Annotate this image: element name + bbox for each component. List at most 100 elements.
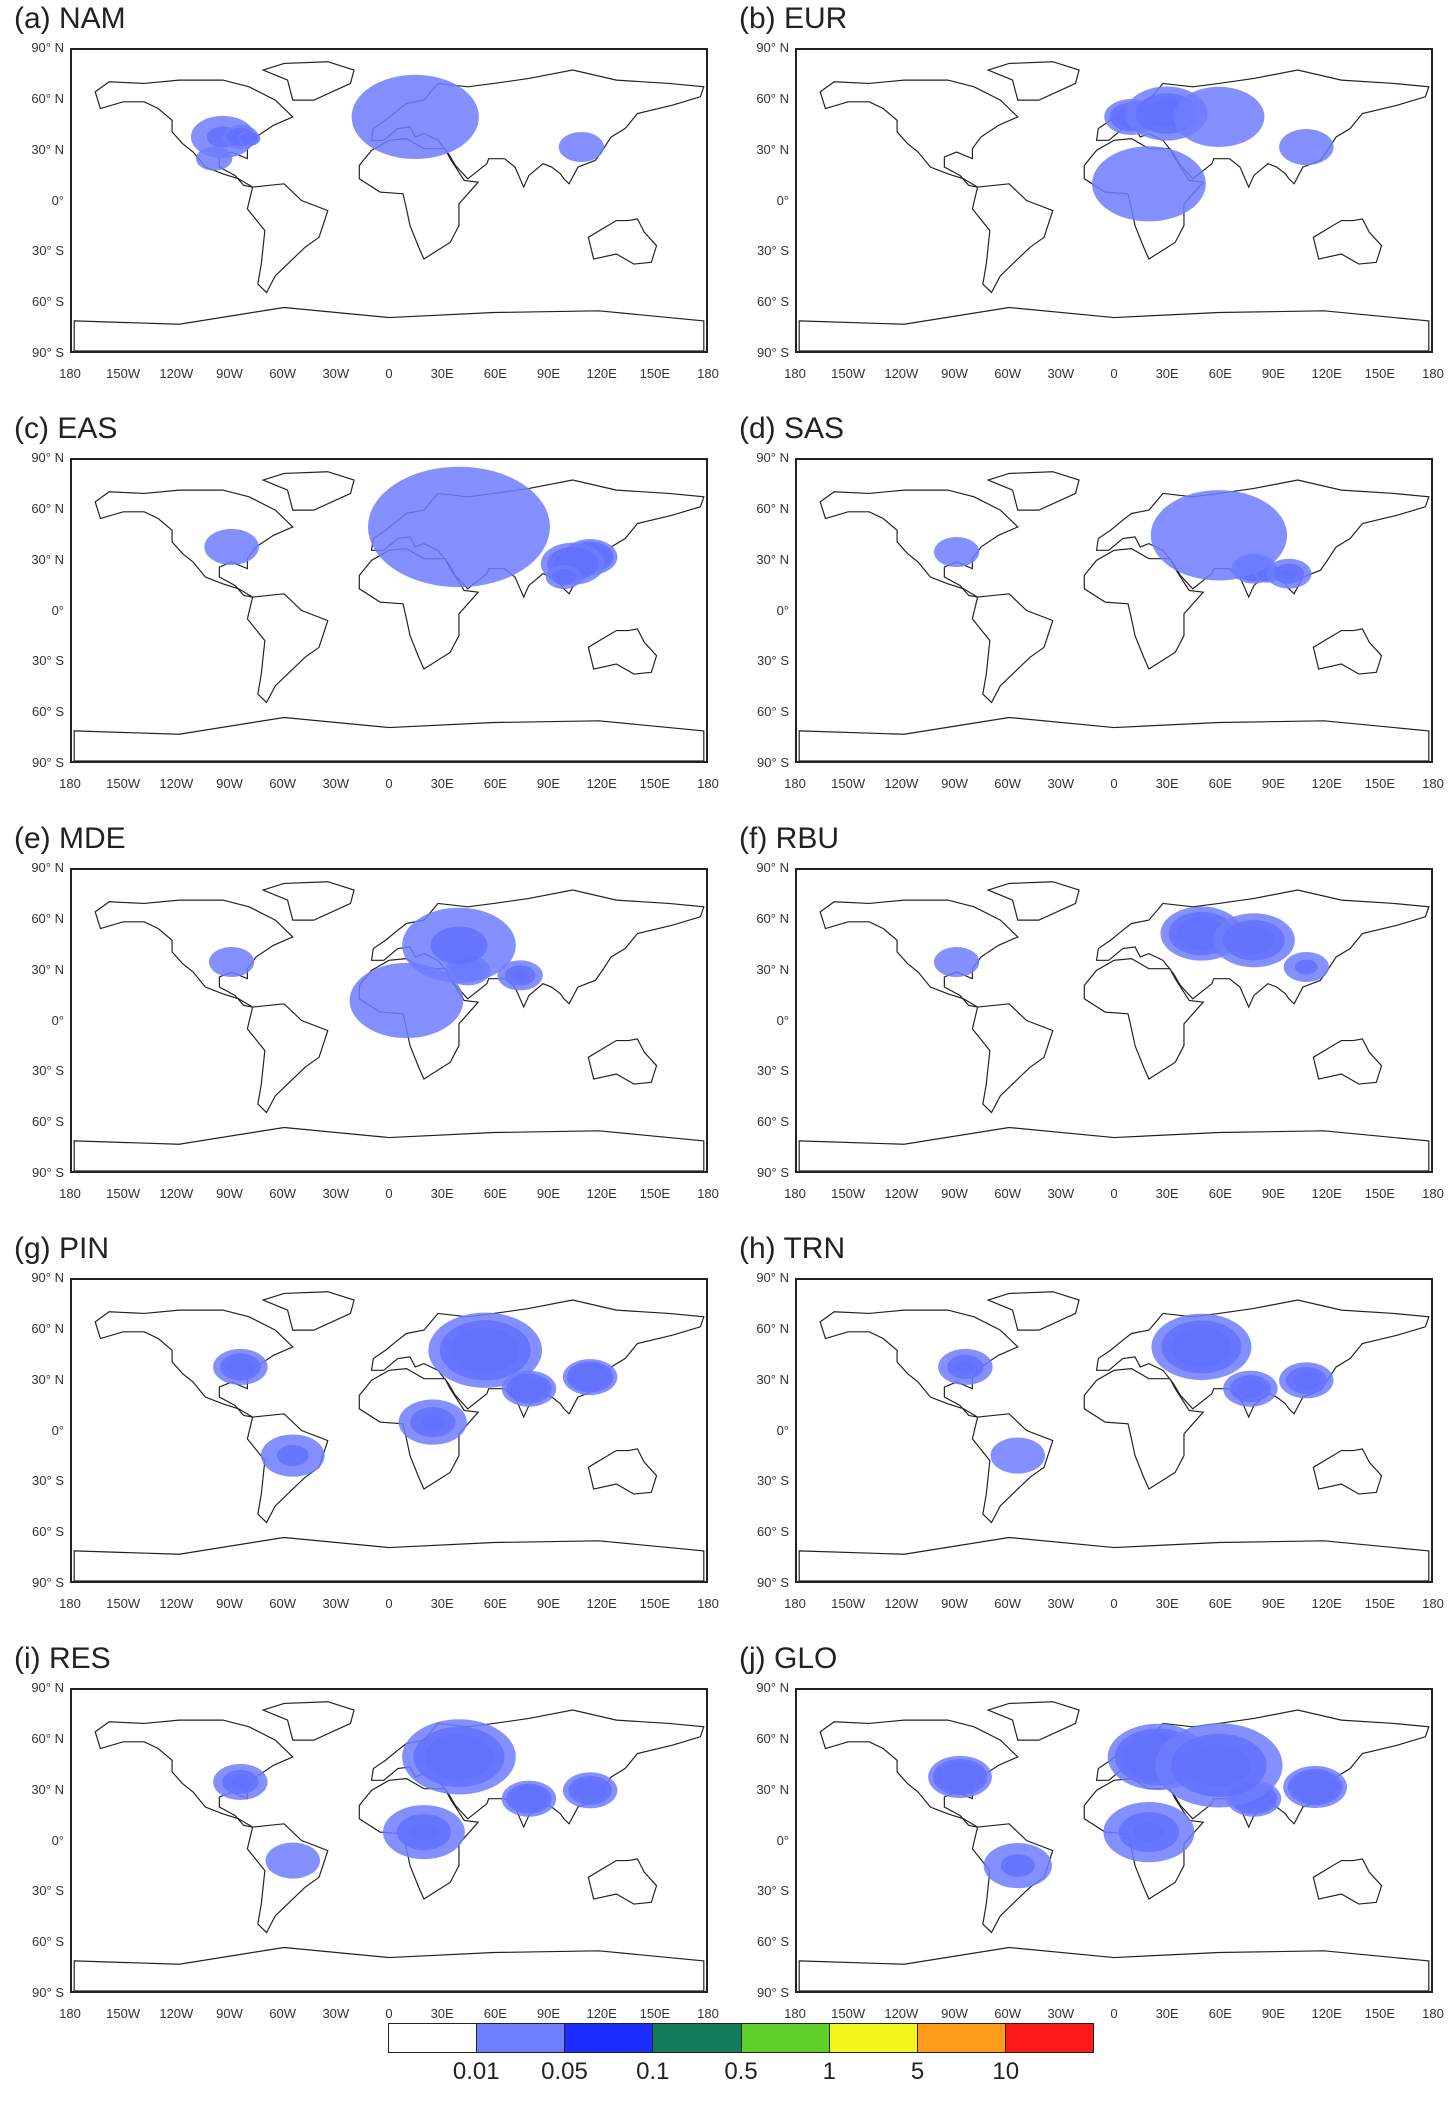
lon-tick-label: 180	[59, 776, 81, 791]
lon-tick-label: 180	[1422, 1596, 1444, 1611]
emission-hotspot-3	[349, 962, 464, 1039]
coastline-2	[246, 1003, 329, 1114]
lon-tick-label: 150E	[639, 776, 671, 791]
lat-tick-label: 60° N	[756, 500, 789, 516]
colorbar-tick-label: 0.05	[541, 2058, 588, 2085]
lat-tick-label: 90° S	[757, 1575, 789, 1590]
coastline-5	[587, 1448, 658, 1495]
emission-hotspot-2	[545, 565, 583, 590]
map-frame	[70, 1688, 708, 1993]
lon-tick-label: 0	[385, 1186, 393, 1201]
lat-tick-label: 30° N	[31, 1371, 64, 1387]
map-panel-trn: (h) TRN 90° N 60° N 30° N 0° 30° S 60° S 90° S 1…	[733, 1230, 1444, 1635]
lon-tick-label: 120W	[159, 1596, 194, 1611]
coastline-5	[1312, 1858, 1383, 1905]
coastline-0	[819, 79, 1019, 188]
coastline-1	[986, 881, 1080, 921]
lat-tick-label: 60° N	[756, 1320, 789, 1336]
coastline-5	[1312, 628, 1383, 675]
emission-hotspot-3	[562, 1358, 618, 1396]
coastline-0	[819, 489, 1019, 598]
lon-tick-label: 30W	[322, 1186, 350, 1201]
coastline-4	[1083, 958, 1205, 1080]
lat-tick-label: 30° S	[32, 1883, 64, 1899]
emission-hotspot-4	[204, 528, 259, 566]
lon-tick-label: 90E	[1261, 1596, 1286, 1611]
lat-tick-label: 0°	[51, 192, 64, 208]
lon-tick-label: 120W	[159, 366, 194, 381]
lon-tick-label: 90W	[941, 1186, 968, 1201]
lon-tick-label: 90W	[216, 776, 243, 791]
lon-tick-label: 120E	[586, 776, 617, 791]
lon-tick-label: 90E	[536, 366, 561, 381]
lon-tick-label: 90E	[1261, 2006, 1286, 2021]
lon-tick-label: 180	[784, 1186, 806, 1201]
lat-tick-label: 30° N	[31, 141, 64, 157]
lon-tick-label: 120W	[884, 1186, 919, 1201]
coastline-5	[1312, 1038, 1383, 1085]
coastline-0	[94, 1309, 294, 1418]
emission-hotspot-5	[1103, 1802, 1195, 1863]
lat-tick-label: 30° S	[757, 1473, 789, 1489]
coastline-2	[246, 593, 329, 704]
lat-tick-label: 0°	[51, 1012, 64, 1028]
lon-tick-label: 30W	[1047, 366, 1075, 381]
lon-tick-label: 90E	[1261, 776, 1286, 791]
map-panel-eas: (c) EAS 90° N 60° N 30° N 0° 30° S 60° S 90° S 1…	[8, 410, 719, 815]
map-panel-sas: (d) SAS 90° N 60° N 30° N 0° 30° S 60° S 90° S 1…	[733, 410, 1444, 815]
lon-tick-label: 150W	[106, 2006, 141, 2021]
lat-tick-label: 60° S	[32, 1114, 64, 1130]
lon-tick-label: 120W	[159, 1186, 194, 1201]
lon-tick-label: 90E	[1261, 366, 1286, 381]
lat-tick-label: 60° S	[757, 704, 789, 720]
coastline-1	[986, 61, 1080, 101]
lon-tick-label: 150W	[106, 366, 141, 381]
emission-hotspot-0	[213, 1763, 268, 1801]
lon-tick-label: 150W	[106, 1596, 141, 1611]
panel-title: (h) TRN	[739, 1232, 846, 1265]
lat-tick-label: 60° N	[756, 1730, 789, 1746]
emission-hotspot-2	[501, 1780, 557, 1817]
emission-hotspot-1	[428, 1312, 543, 1388]
lon-tick-label: 30E	[1155, 1186, 1179, 1201]
lon-tick-label: 60W	[269, 366, 297, 381]
lon-tick-label: 30W	[322, 2006, 350, 2021]
lon-tick-label: 30W	[322, 366, 350, 381]
panel-title: (d) SAS	[739, 412, 845, 445]
lat-tick-label: 0°	[776, 1422, 789, 1438]
lon-tick-label: 30W	[1047, 1596, 1075, 1611]
coastline-6	[73, 1536, 705, 1581]
lat-tick-label: 90° S	[32, 1575, 64, 1590]
lon-tick-label: 150E	[639, 1596, 671, 1611]
lon-tick-label: 0	[1110, 1596, 1118, 1611]
coastline-0	[819, 899, 1019, 1008]
lon-tick-label: 90W	[941, 1596, 968, 1611]
emission-hotspot-4	[382, 1805, 465, 1860]
emission-hotspot-6	[983, 1842, 1052, 1889]
lat-tick-label: 90° S	[32, 1985, 64, 2000]
lon-tick-label: 90W	[941, 366, 968, 381]
coastline-1	[986, 1701, 1080, 1741]
lon-tick-label: 30E	[1155, 776, 1179, 791]
lat-tick-label: 90° N	[756, 1680, 789, 1695]
lat-tick-label: 30° N	[756, 141, 789, 157]
lon-tick-label: 120E	[1311, 1186, 1342, 1201]
colorbar-swatch	[477, 2024, 566, 2052]
lon-tick-label: 60W	[994, 1596, 1022, 1611]
coastline-5	[587, 218, 658, 265]
coastline-0	[94, 1719, 294, 1828]
lon-tick-label: 180	[59, 2006, 81, 2021]
coastline-2	[246, 183, 329, 294]
lon-tick-label: 30W	[322, 1596, 350, 1611]
lat-tick-label: 60° N	[31, 1320, 64, 1336]
lon-tick-label: 60E	[1208, 366, 1232, 381]
lon-tick-label: 120W	[159, 2006, 194, 2021]
coastline-1	[261, 471, 355, 511]
lon-tick-label: 0	[385, 776, 393, 791]
world-map	[73, 466, 705, 761]
panel-title: (i) RES	[14, 1642, 111, 1675]
lon-tick-label: 90W	[941, 776, 968, 791]
lat-tick-label: 0°	[776, 1832, 789, 1848]
world-map	[73, 881, 705, 1171]
emission-hotspot-3	[1283, 1765, 1348, 1809]
